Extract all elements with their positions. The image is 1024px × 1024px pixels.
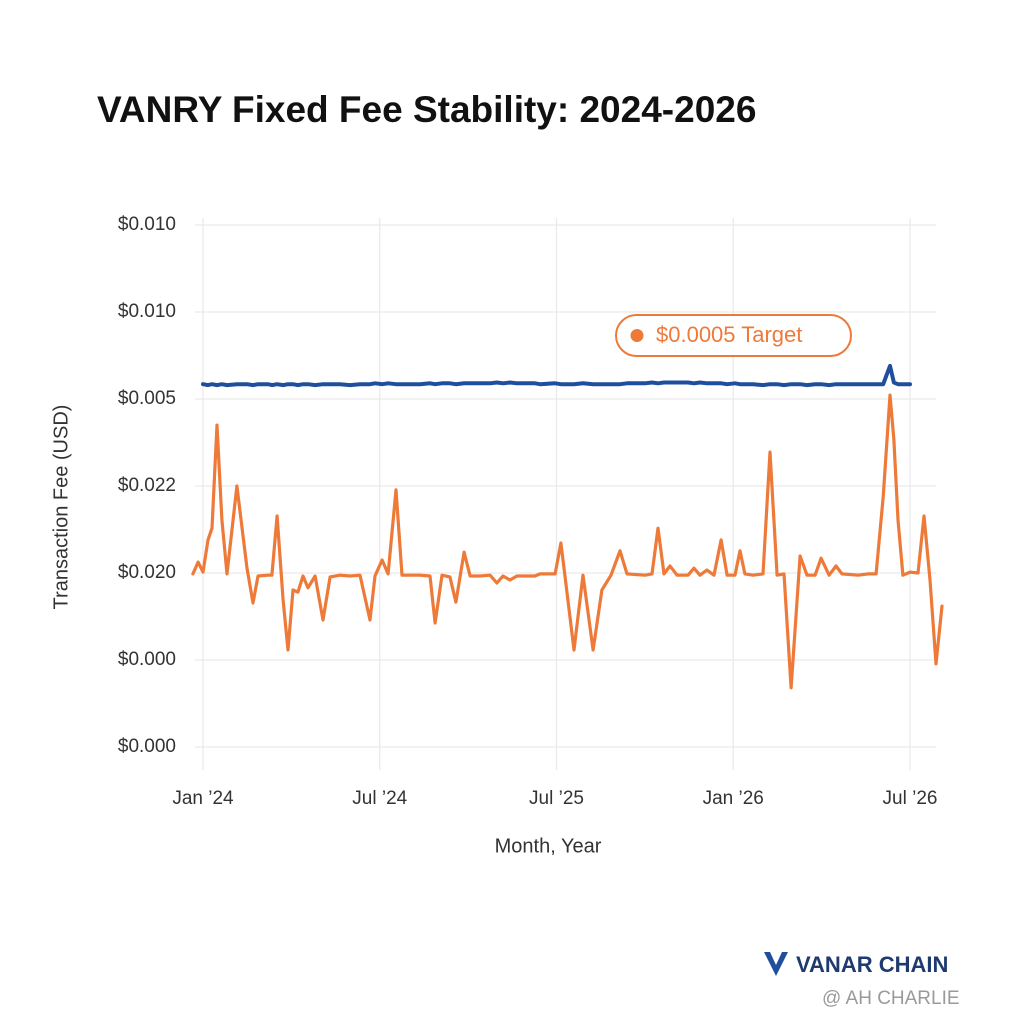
y-tick-label: $0.000 [118, 736, 176, 757]
x-tick-label: Jan ’24 [172, 788, 234, 809]
y-tick-label: $0.010 [118, 214, 176, 235]
y-tick-label: $0.020 [118, 562, 176, 583]
x-tick-label: Jan ’26 [703, 788, 764, 809]
logo-text: VANAR CHAIN [796, 952, 948, 977]
logo-icon [764, 952, 788, 976]
watermark: @ AH CHARLIE [822, 988, 960, 1009]
grid [195, 218, 936, 770]
plot-area [191, 363, 944, 690]
y-tick-label: $0.010 [118, 301, 176, 322]
y-tick-label: $0.022 [118, 475, 176, 496]
legend: $0.0005 Target [615, 314, 852, 357]
logo: VANAR CHAIN [764, 952, 948, 977]
legend-label: $0.0005 Target [656, 322, 802, 347]
x-tick-label: Jul ’24 [352, 788, 407, 809]
x-tick-label: Jul ’26 [883, 788, 938, 809]
y-tick-label: $0.005 [118, 388, 176, 409]
series-line [201, 363, 912, 388]
y-tick-label: $0.000 [118, 649, 176, 670]
chart-title: VANRY Fixed Fee Stability: 2024-2026 [97, 89, 756, 130]
series-line [191, 393, 944, 690]
legend-marker [630, 329, 644, 342]
x-tick-label: Jul ’25 [529, 788, 584, 809]
x-axis-label: Month, Year [495, 835, 602, 857]
y-axis-label: Transaction Fee (USD) [50, 405, 72, 610]
legend-box [615, 314, 852, 357]
